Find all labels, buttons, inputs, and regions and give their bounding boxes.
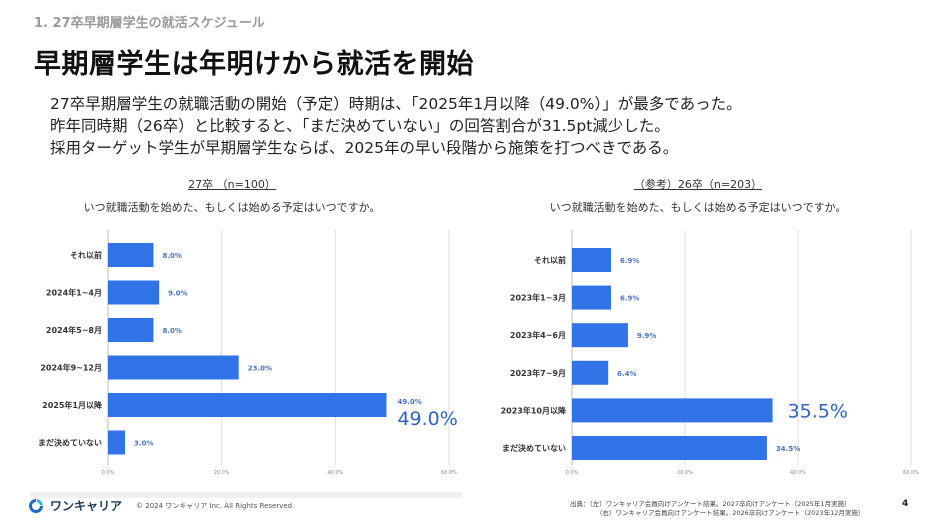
category-label: 2023年4~6月 [510,330,566,340]
value-label: 34.5% [776,445,800,453]
value-label: 49.0% [397,398,421,406]
x-tick-label: 0.0% [566,470,579,476]
bar [108,243,154,267]
category-label: まだ決めていない [38,438,102,448]
page-title: 早期層学生は年明けから就活を開始 [34,49,474,80]
source-left: 出典：（左）ワンキャリア会員向けアンケート結果。2027卒向けアンケート（202… [570,500,851,508]
bar [108,430,126,455]
source-right: （右）ワンキャリア会員向けアンケート結果。2026卒向けアンケート（2023年1… [596,509,865,517]
x-tick-label: 40.0% [790,470,806,476]
right-chart-question: いつ就職活動を始めた、もしくは始める予定はいつですか。 [549,201,847,214]
category-label: 2023年10月以降 [501,405,567,415]
bar [572,248,611,272]
category-label: 2025年1月以降 [42,400,103,410]
copyright: © 2024 ワンキャリア Inc. All Rights Reserved. [136,501,295,510]
value-label: 3.0% [134,440,153,448]
right-chart-title: （参考）26卒（n=203） [633,178,763,191]
x-tick-label: 20.0% [214,470,230,476]
bar [572,285,611,310]
company-logo: ワンキャリア © 2024 ワンキャリア Inc. All Rights Res… [28,497,294,514]
page-number: 4 [902,499,909,509]
bar [572,323,628,348]
lead-line-1: 27卒早期層学生の就職活動の開始（予定）時期は、「2025年1月以降（49.0%… [50,95,742,113]
source-note: 出典：（左）ワンキャリア会員向けアンケート結果。2027卒向けアンケート（202… [570,500,864,518]
category-label: それ以前 [70,250,102,260]
bar [108,280,160,305]
x-tick-label: 60.0% [903,470,919,476]
value-label: 6.9% [620,295,639,303]
section-label: 1. 27卒早期層学生の就活スケジュール [34,16,265,31]
category-label: まだ決めていない [502,443,566,453]
logo-icon [29,498,43,513]
lead-line-2: 昨年同時期（26卒）と比較すると、「まだ決めていない」の回答割合が31.5pt減… [50,117,670,135]
lead-line-3: 採用ターゲット学生が早期層学生ならば、2025年の早い段階から施策を打つべきであ… [50,139,679,157]
x-tick-label: 20.0% [677,470,693,476]
value-label: 6.9% [620,257,639,265]
bar [108,318,154,342]
x-tick-label: 0.0% [102,470,115,476]
highlight-value-label: 49.0% [397,408,457,430]
category-label: 2024年9~12月 [40,363,102,373]
category-label: 2024年1~4月 [46,288,102,298]
value-label: 8.0% [162,252,181,260]
x-tick-label: 60.0% [441,470,457,476]
value-label: 6.4% [617,370,636,378]
left-chart-title: 27卒 （n=100） [188,178,276,191]
x-tick-label: 40.0% [327,470,343,476]
right-bar-chart: 0.0% 20.0% 40.0% 60.0% それ以前 6.9% 2023年1~3月 6.9%… [501,230,919,476]
category-label: それ以前 [534,255,566,265]
category-label: 2023年7~9月 [510,368,566,378]
bar [572,398,773,423]
value-label: 9.9% [637,332,656,340]
left-bar-chart: 0.0% 20.0% 40.0% 60.0% それ以前 8.0% 2024年1~4月 9.0%… [38,230,458,476]
value-label: 23.0% [248,365,272,373]
left-chart-question: いつ就職活動を始めた、もしくは始める予定はいつですか。 [83,201,381,214]
category-label: 2023年1~3月 [510,293,566,303]
brand-name: ワンキャリア [50,499,123,513]
bar [108,355,239,380]
bar [108,393,387,417]
category-label: 2024年5~8月 [46,325,102,335]
bar [572,436,767,460]
value-label: 9.0% [168,290,187,298]
highlight-value-label: 35.5% [788,400,848,422]
footer-divider [30,492,462,498]
bar [572,360,609,385]
value-label: 8.0% [162,327,181,335]
